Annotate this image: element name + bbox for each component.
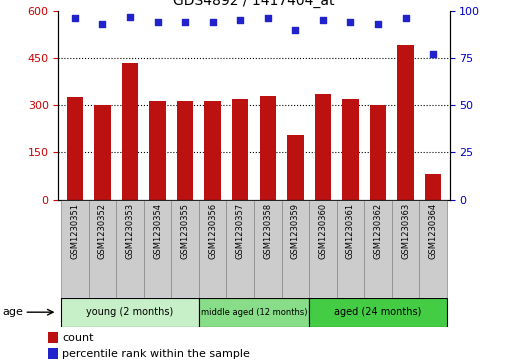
- Text: GSM1230355: GSM1230355: [181, 203, 189, 258]
- Text: GSM1230363: GSM1230363: [401, 203, 410, 259]
- Bar: [397, 45, 414, 200]
- Bar: [337, 200, 364, 298]
- Text: GSM1230358: GSM1230358: [263, 203, 272, 259]
- Point: [264, 16, 272, 21]
- Bar: [204, 101, 221, 200]
- Bar: [419, 200, 447, 298]
- Text: GSM1230360: GSM1230360: [319, 203, 327, 259]
- Text: young (2 months): young (2 months): [86, 307, 174, 317]
- Text: percentile rank within the sample: percentile rank within the sample: [62, 349, 250, 359]
- Bar: [61, 298, 199, 327]
- Bar: [392, 200, 419, 298]
- Bar: [254, 200, 281, 298]
- Point: [209, 19, 217, 25]
- Bar: [227, 200, 254, 298]
- Bar: [260, 97, 276, 200]
- Text: GSM1230351: GSM1230351: [71, 203, 79, 258]
- Point: [181, 19, 189, 25]
- Bar: [89, 200, 116, 298]
- Text: GSM1230357: GSM1230357: [236, 203, 245, 259]
- Bar: [342, 99, 359, 200]
- Point: [401, 16, 409, 21]
- Text: middle aged (12 months): middle aged (12 months): [201, 308, 307, 317]
- Bar: [48, 332, 58, 343]
- Bar: [370, 105, 386, 200]
- Bar: [199, 298, 309, 327]
- Bar: [309, 200, 337, 298]
- Text: GSM1230354: GSM1230354: [153, 203, 162, 258]
- Text: aged (24 months): aged (24 months): [334, 307, 422, 317]
- Text: GSM1230364: GSM1230364: [429, 203, 437, 259]
- Point: [291, 27, 299, 33]
- Bar: [425, 175, 441, 200]
- Bar: [116, 200, 144, 298]
- Point: [71, 16, 79, 21]
- Bar: [287, 135, 304, 200]
- Bar: [314, 94, 331, 200]
- Text: GSM1230361: GSM1230361: [346, 203, 355, 259]
- Bar: [309, 298, 447, 327]
- Bar: [67, 97, 83, 200]
- Bar: [177, 102, 194, 200]
- Text: age: age: [3, 307, 23, 317]
- Bar: [122, 63, 138, 200]
- Bar: [232, 99, 248, 200]
- Point: [374, 21, 382, 27]
- Text: GSM1230359: GSM1230359: [291, 203, 300, 258]
- Bar: [364, 200, 392, 298]
- Bar: [149, 102, 166, 200]
- Text: GSM1230352: GSM1230352: [98, 203, 107, 258]
- Text: GSM1230353: GSM1230353: [125, 203, 135, 259]
- Point: [346, 19, 355, 25]
- Text: GSM1230362: GSM1230362: [373, 203, 383, 259]
- Text: GSM1230356: GSM1230356: [208, 203, 217, 259]
- Point: [153, 19, 162, 25]
- Point: [126, 14, 134, 20]
- Bar: [61, 200, 89, 298]
- Bar: [281, 200, 309, 298]
- Point: [99, 21, 107, 27]
- Bar: [48, 348, 58, 359]
- Title: GDS4892 / 1417404_at: GDS4892 / 1417404_at: [173, 0, 335, 8]
- Point: [236, 17, 244, 23]
- Bar: [171, 200, 199, 298]
- Text: count: count: [62, 333, 94, 343]
- Bar: [199, 200, 227, 298]
- Bar: [94, 105, 111, 200]
- Point: [429, 52, 437, 57]
- Bar: [144, 200, 171, 298]
- Point: [319, 17, 327, 23]
